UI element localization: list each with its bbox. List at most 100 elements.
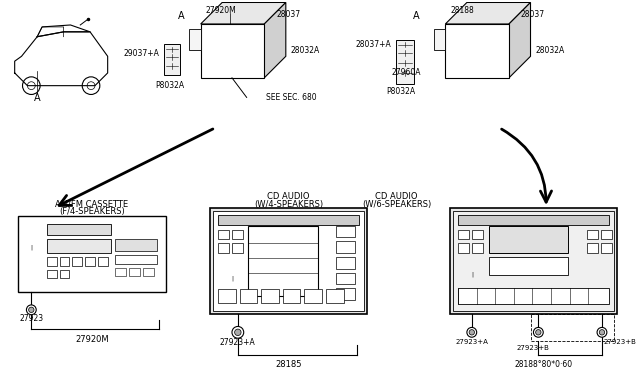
Bar	[218, 289, 236, 303]
Bar	[336, 226, 355, 237]
Bar	[490, 226, 568, 253]
Bar	[248, 226, 318, 296]
Text: 27960A: 27960A	[392, 68, 421, 77]
Bar	[218, 215, 359, 225]
Bar	[601, 243, 612, 253]
Text: 27920M: 27920M	[75, 335, 109, 344]
Circle shape	[469, 330, 474, 335]
Bar	[261, 289, 279, 303]
Text: 27923+A: 27923+A	[455, 339, 488, 345]
Text: |: |	[231, 276, 233, 281]
Circle shape	[29, 307, 34, 312]
Text: |: |	[471, 272, 473, 277]
Bar	[458, 215, 609, 225]
Text: 27920M: 27920M	[205, 6, 236, 15]
Circle shape	[597, 327, 607, 337]
Bar	[434, 29, 445, 51]
Polygon shape	[445, 3, 531, 24]
Bar	[115, 239, 157, 251]
Bar	[98, 257, 108, 266]
Bar	[458, 243, 469, 253]
Bar	[458, 288, 609, 304]
Text: 28037: 28037	[521, 10, 545, 19]
Bar	[115, 268, 126, 276]
Bar	[211, 208, 367, 314]
Bar	[588, 243, 598, 253]
Text: 29037+A: 29037+A	[124, 49, 159, 58]
Bar	[60, 257, 70, 266]
Circle shape	[232, 327, 244, 338]
Text: AM/FM CASSETTE: AM/FM CASSETTE	[56, 200, 129, 209]
Bar	[18, 216, 166, 292]
Bar	[115, 255, 157, 264]
Polygon shape	[201, 3, 286, 24]
Text: (W/6-SPEAKERS): (W/6-SPEAKERS)	[362, 200, 431, 209]
Bar	[601, 230, 612, 239]
Circle shape	[235, 329, 241, 336]
Text: (W/4-SPEAKERS): (W/4-SPEAKERS)	[254, 200, 323, 209]
Text: 28188: 28188	[451, 6, 474, 15]
Bar	[213, 211, 364, 311]
Bar	[336, 241, 355, 253]
Bar	[336, 257, 355, 269]
Bar	[60, 270, 70, 278]
Bar	[445, 24, 509, 78]
Bar	[47, 257, 57, 266]
Bar	[47, 239, 111, 253]
Text: 27923+B: 27923+B	[517, 345, 550, 351]
Bar	[336, 288, 355, 300]
Bar	[588, 230, 598, 239]
Circle shape	[534, 327, 543, 337]
Circle shape	[599, 330, 605, 335]
Bar	[453, 211, 614, 311]
Bar	[72, 257, 82, 266]
Bar	[472, 230, 483, 239]
Text: 28032A: 28032A	[536, 46, 564, 55]
Bar	[451, 208, 617, 314]
Bar	[47, 270, 57, 278]
Text: A: A	[178, 11, 184, 21]
Bar	[472, 243, 483, 253]
Text: P8032A: P8032A	[155, 81, 184, 90]
Text: 27923+A: 27923+A	[220, 338, 256, 347]
Text: 28185: 28185	[275, 360, 302, 369]
Bar	[326, 289, 344, 303]
Bar	[232, 230, 243, 239]
Bar	[232, 243, 243, 253]
Bar	[490, 257, 568, 275]
Bar	[240, 289, 257, 303]
Polygon shape	[509, 3, 531, 78]
Bar	[218, 243, 229, 253]
Circle shape	[536, 330, 541, 335]
Bar	[143, 268, 154, 276]
Bar	[47, 224, 111, 235]
Polygon shape	[264, 3, 286, 78]
Bar	[396, 40, 414, 84]
Bar	[336, 273, 355, 284]
Bar	[164, 44, 180, 75]
Text: CD AUDIO: CD AUDIO	[375, 192, 418, 201]
Text: |: |	[30, 244, 33, 250]
Circle shape	[467, 327, 477, 337]
Bar	[85, 257, 95, 266]
Text: 28032A: 28032A	[291, 46, 320, 55]
Bar	[189, 29, 201, 51]
Bar	[218, 230, 229, 239]
Text: A: A	[34, 93, 40, 103]
Text: 27923: 27923	[19, 314, 44, 323]
Bar	[283, 289, 301, 303]
Bar	[458, 230, 469, 239]
Bar	[305, 289, 322, 303]
Circle shape	[26, 305, 36, 315]
Bar	[531, 314, 614, 341]
Bar	[129, 268, 140, 276]
Text: 28188°80*0·60: 28188°80*0·60	[514, 360, 572, 369]
Bar	[201, 24, 264, 78]
Text: 27923+B: 27923+B	[604, 339, 637, 345]
Text: 28037: 28037	[276, 10, 300, 19]
Text: SEE SEC. 680: SEE SEC. 680	[266, 93, 317, 102]
Text: P8032A: P8032A	[387, 87, 416, 96]
Text: 28037+A: 28037+A	[356, 40, 392, 49]
Text: (F/4-SPEAKERS): (F/4-SPEAKERS)	[59, 208, 125, 217]
Text: A: A	[413, 11, 419, 21]
